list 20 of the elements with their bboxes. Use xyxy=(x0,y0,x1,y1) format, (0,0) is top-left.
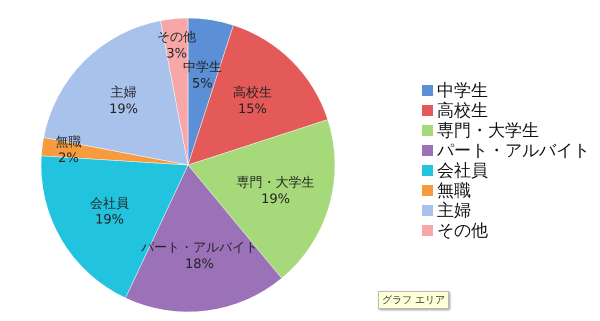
legend-label: 無職 xyxy=(437,180,471,200)
data-label: 3% xyxy=(166,46,187,62)
data-label: 19% xyxy=(95,212,124,228)
data-label: 18% xyxy=(184,256,214,272)
data-label: 19% xyxy=(109,102,138,117)
legend-label: その他 xyxy=(437,220,488,240)
text: グラフ エリア xyxy=(378,291,450,309)
slice-label: 会社員 xyxy=(90,196,130,212)
slice-label: 専門・大学生 xyxy=(236,176,315,191)
legend-label: 会社員 xyxy=(437,160,488,180)
legend-label: 高校生 xyxy=(437,100,488,120)
slice-label: 主婦 xyxy=(110,84,137,101)
data-label: 5% xyxy=(192,76,213,92)
data-label: 15% xyxy=(238,102,267,117)
legend-label: パート・アルバイト xyxy=(437,140,590,160)
data-label: 19% xyxy=(261,192,290,207)
legend-label: 専門・大学生 xyxy=(437,120,539,140)
slice-label: 高校生 xyxy=(232,84,272,101)
legend-label: 主婦 xyxy=(437,200,471,220)
legend-label: 中学生 xyxy=(437,80,488,100)
